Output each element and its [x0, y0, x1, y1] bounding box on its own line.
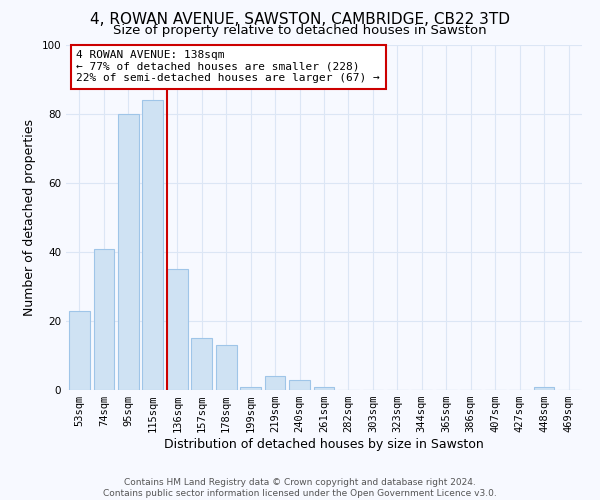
- Bar: [191, 338, 212, 390]
- X-axis label: Distribution of detached houses by size in Sawston: Distribution of detached houses by size …: [164, 438, 484, 451]
- Text: Size of property relative to detached houses in Sawston: Size of property relative to detached ho…: [113, 24, 487, 37]
- Bar: [94, 248, 114, 390]
- Bar: [314, 386, 334, 390]
- Text: 4 ROWAN AVENUE: 138sqm
← 77% of detached houses are smaller (228)
22% of semi-de: 4 ROWAN AVENUE: 138sqm ← 77% of detached…: [76, 50, 380, 84]
- Bar: [69, 310, 90, 390]
- Bar: [167, 269, 188, 390]
- Bar: [142, 100, 163, 390]
- Bar: [240, 386, 261, 390]
- Bar: [118, 114, 139, 390]
- Bar: [265, 376, 286, 390]
- Bar: [534, 386, 554, 390]
- Bar: [216, 345, 236, 390]
- Text: 4, ROWAN AVENUE, SAWSTON, CAMBRIDGE, CB22 3TD: 4, ROWAN AVENUE, SAWSTON, CAMBRIDGE, CB2…: [90, 12, 510, 28]
- Y-axis label: Number of detached properties: Number of detached properties: [23, 119, 36, 316]
- Text: Contains HM Land Registry data © Crown copyright and database right 2024.
Contai: Contains HM Land Registry data © Crown c…: [103, 478, 497, 498]
- Bar: [289, 380, 310, 390]
